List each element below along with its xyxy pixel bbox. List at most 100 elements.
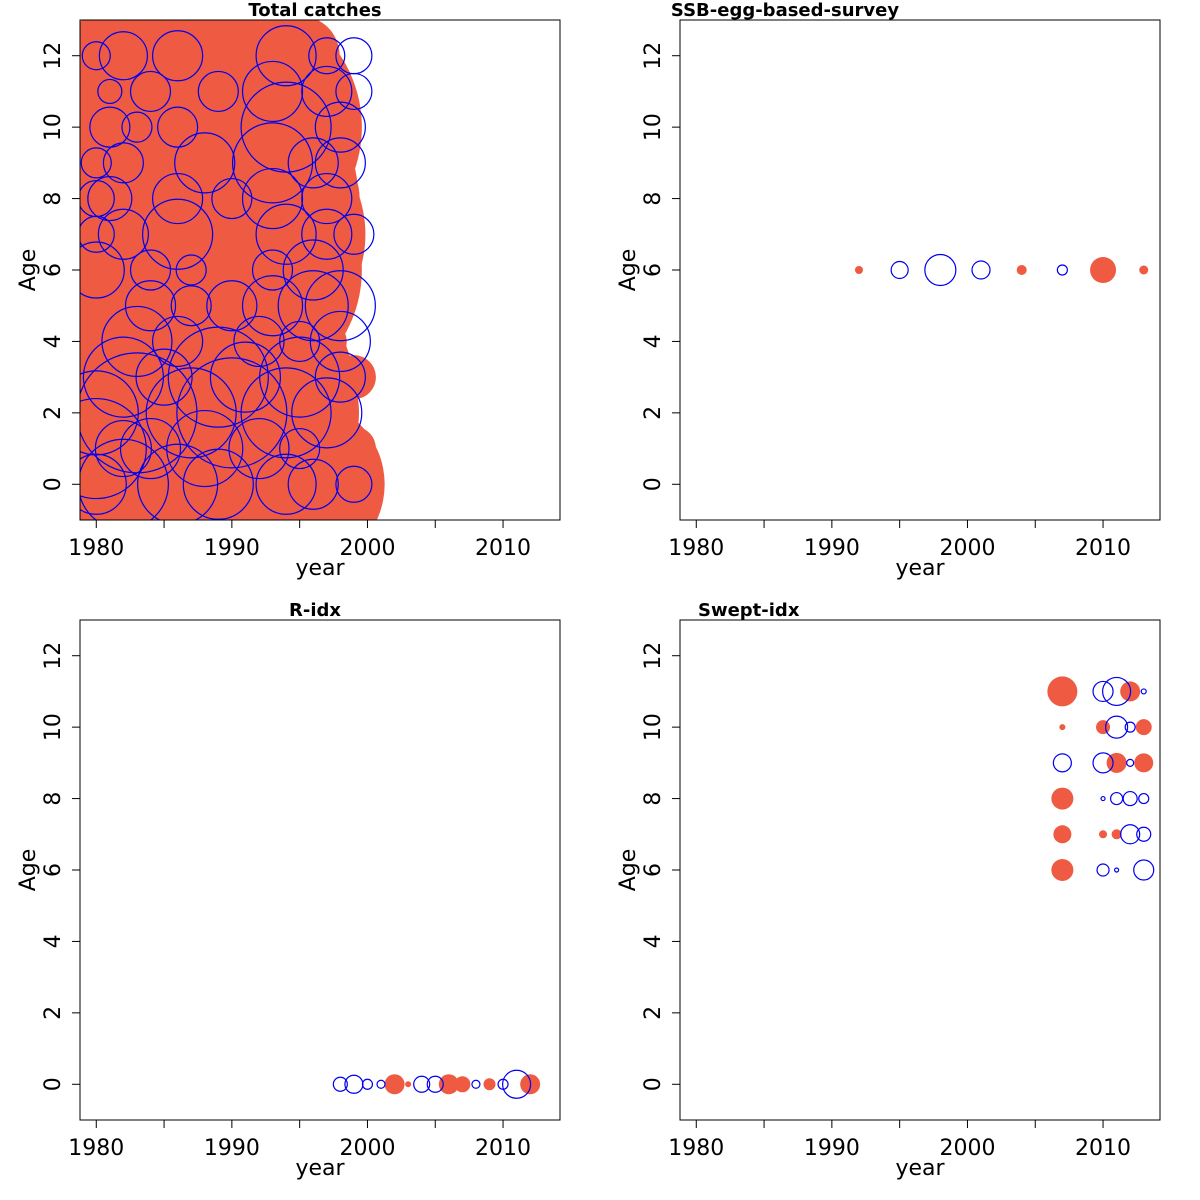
negative-residual-bubble <box>1100 795 1106 802</box>
positive-residual-bubble <box>1139 265 1149 275</box>
positive-residual-bubble <box>405 1081 412 1088</box>
negative-residual-bubble <box>82 336 164 418</box>
y-tick-label: 8 <box>641 792 666 806</box>
x-tick-label: 1980 <box>668 536 724 561</box>
positive-residual-bubble <box>1053 825 1072 844</box>
negative-residual-bubble <box>142 198 214 270</box>
y-tick-label: 6 <box>41 863 66 877</box>
negative-residual-bubble <box>206 280 258 332</box>
negative-residual-bubble <box>255 203 317 265</box>
negative-residual-bubble <box>102 142 144 184</box>
negative-residual-bubble <box>471 1079 481 1089</box>
y-tick-label: 2 <box>641 406 666 420</box>
positive-residual-bubble <box>1099 830 1108 839</box>
negative-residual-bubble <box>361 1078 374 1090</box>
x-tick-label: 1980 <box>68 536 124 561</box>
positive-residual-bubble <box>483 1078 496 1091</box>
y-axis-label: Age <box>616 849 641 892</box>
negative-residual-bubble <box>233 315 285 368</box>
negative-residual-bubble <box>145 367 237 459</box>
negative-residual-bubble <box>97 208 149 260</box>
negative-residual-bubble <box>1120 824 1141 845</box>
negative-residual-bubble <box>333 213 375 255</box>
y-tick-label: 8 <box>41 792 66 806</box>
negative-residual-bubble <box>129 249 172 291</box>
y-tick-label: 12 <box>641 642 666 670</box>
x-tick-label: 2010 <box>1075 1136 1131 1161</box>
negative-residual-bubble <box>279 320 321 363</box>
plot-frame <box>79 619 561 1121</box>
positive-residual-bubble <box>1047 676 1078 707</box>
negative-residual-bubble <box>119 417 182 480</box>
x-tick-label: 2000 <box>939 536 995 561</box>
positive-residual-bubble <box>384 1074 405 1095</box>
negative-residual-bubble <box>176 357 288 469</box>
x-tick-label: 1990 <box>804 1136 860 1161</box>
y-tick-label: 8 <box>41 192 66 206</box>
negative-residual-bubble <box>97 78 123 105</box>
negative-residual-bubble <box>175 254 207 286</box>
negative-residual-bubble <box>309 310 371 373</box>
panel-r-idx: R-idx year Age 1980 1990 2000 2010 0 2 4 6 8 10 12 <box>16 600 561 1181</box>
positive-residual-bubble <box>1090 257 1117 283</box>
negative-residual-bubble <box>301 172 353 225</box>
positive-residual-bubble <box>1096 720 1111 735</box>
negative-residual-bubble <box>166 409 244 488</box>
negative-residual-bubble <box>124 280 177 332</box>
x-tick-label: 1990 <box>804 536 860 561</box>
negative-residual-bubble <box>1114 867 1120 873</box>
positive-residual-bubble <box>1016 265 1027 275</box>
negative-residual-bubble <box>80 241 125 299</box>
bubble-layer <box>1047 676 1155 881</box>
negative-residual-bubble <box>502 1069 532 1099</box>
negative-residual-bubble <box>241 60 304 123</box>
negative-residual-bubble <box>1136 826 1152 842</box>
y-tick-label: 8 <box>641 192 666 206</box>
positive-residual-bubble <box>1135 719 1152 736</box>
x-axis-label: year <box>295 556 345 581</box>
negative-residual-bubble <box>209 341 282 413</box>
y-tick-label: 0 <box>641 477 666 491</box>
negative-residual-bubble <box>1105 715 1129 739</box>
x-tick-label: 1980 <box>68 1136 124 1161</box>
x-tick-label: 2010 <box>1075 536 1131 561</box>
negative-residual-bubble <box>87 175 133 222</box>
negative-residual-bubble <box>241 167 304 230</box>
panel-title: Total catches <box>248 0 381 21</box>
negative-residual-bubble <box>152 172 204 225</box>
y-tick-label: 0 <box>41 477 66 491</box>
y-tick-label: 6 <box>41 263 66 277</box>
x-axis-label: year <box>895 556 945 581</box>
positive-residual-bubble <box>1051 787 1074 810</box>
negative-residual-bubble <box>1140 688 1147 695</box>
y-tick-label: 2 <box>41 1006 66 1020</box>
panel-title: Swept-idx <box>698 600 800 621</box>
negative-residual-bubble <box>971 260 991 280</box>
negative-residual-bubble <box>1102 676 1132 707</box>
positive-residual-bubble <box>854 266 863 274</box>
negative-residual-bubble <box>228 417 290 480</box>
panel-ssb-egg-based-survey: SSB-egg-based-survey year Age 1980 1990 20… <box>616 0 1161 581</box>
bubble-layer <box>854 253 1149 287</box>
panel-swept-idx: Swept-idx year Age 1980 1990 2000 2010 0 2 4 6 8… <box>616 600 1161 1181</box>
negative-residual-bubble <box>291 377 363 449</box>
negative-residual-bubble <box>170 285 212 327</box>
negative-residual-bubble <box>241 275 304 337</box>
x-tick-label: 1990 <box>204 536 260 561</box>
y-axis-label: Age <box>616 249 641 292</box>
negative-residual-bubble <box>314 351 366 403</box>
negative-residual-bubble <box>129 70 172 113</box>
x-tick-label: 2000 <box>939 1136 995 1161</box>
x-tick-label: 2010 <box>475 536 531 561</box>
bubble-layer <box>332 1069 541 1099</box>
y-tick-label: 12 <box>41 42 66 70</box>
negative-residual-bubble <box>255 25 317 87</box>
y-tick-label: 0 <box>41 1077 66 1091</box>
x-tick-label: 1990 <box>204 1136 260 1161</box>
negative-residual-bubble <box>426 1075 444 1093</box>
negative-residual-bubble <box>308 37 346 75</box>
negative-residual-bubble <box>332 1076 348 1092</box>
negative-residual-bubble <box>304 270 376 342</box>
negative-residual-bubble <box>1110 791 1124 806</box>
